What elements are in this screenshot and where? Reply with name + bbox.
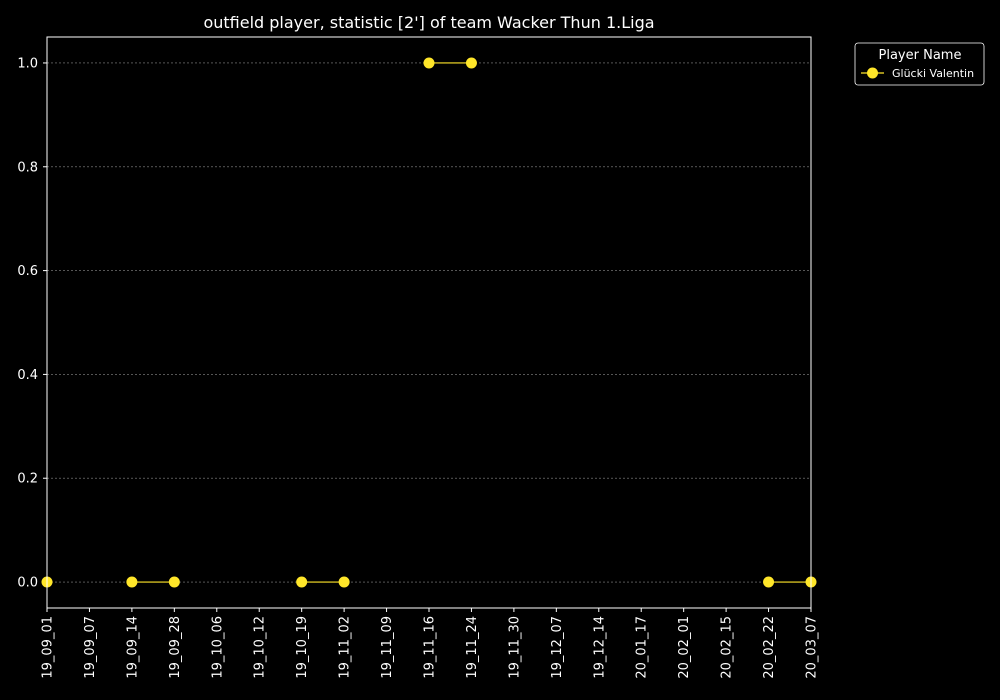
legend: Player Name Glücki Valentin (854, 42, 985, 86)
x-axis-ticks: 19_09_01 19_09_07 19_09_14 19_09_28 19_10_06… (41, 608, 820, 679)
y-tick-label: 0.2 (17, 472, 38, 487)
data-point (763, 576, 775, 588)
y-tick-label: 1.0 (17, 56, 38, 71)
x-tick-label: 19_10_06 (210, 616, 225, 679)
x-tick-label: 19_11_24 (465, 616, 480, 679)
x-tick-label: 19_11_16 (423, 616, 438, 679)
y-tick-label: 0.4 (17, 368, 38, 383)
x-tick-label: 20_01_17 (635, 616, 650, 679)
x-tick-label: 20_03_07 (805, 616, 820, 679)
x-tick-label: 19_09_28 (168, 616, 183, 679)
x-tick-label: 19_10_19 (295, 616, 310, 679)
plot-frame (46, 36, 812, 609)
x-tick-label: 19_09_14 (125, 616, 140, 679)
x-tick-label: 19_11_09 (380, 616, 395, 679)
legend-marker (867, 67, 878, 79)
x-tick-label: 19_11_30 (507, 616, 522, 679)
y-tick-label: 0.6 (17, 264, 38, 279)
data-point (465, 57, 477, 69)
data-point (423, 57, 435, 69)
legend-title: Player Name (879, 48, 962, 63)
data-point (338, 576, 350, 588)
x-tick-label: 19_11_02 (338, 616, 353, 679)
x-tick-label: 19_10_12 (253, 616, 268, 679)
x-tick-label: 19_12_07 (550, 616, 565, 679)
x-tick-label: 19_09_07 (83, 616, 98, 679)
chart-title: outfield player, statistic [2'] of team … (203, 13, 654, 32)
y-axis-ticks: 0.0 0.2 0.4 0.6 0.8 1.0 (17, 56, 47, 591)
x-tick-label: 20_02_15 (720, 616, 735, 679)
x-tick-label: 20_02_22 (762, 616, 777, 679)
y-tick-label: 0.8 (17, 160, 38, 175)
data-point (296, 576, 308, 588)
data-point (168, 576, 180, 588)
x-tick-label: 19_09_01 (41, 616, 56, 679)
legend-box (854, 42, 985, 86)
x-tick-label: 20_02_01 (677, 616, 692, 679)
data-point (126, 576, 138, 588)
legend-label: Glücki Valentin (892, 67, 974, 80)
y-tick-label: 0.0 (17, 576, 38, 591)
x-tick-label: 19_12_14 (592, 616, 607, 679)
